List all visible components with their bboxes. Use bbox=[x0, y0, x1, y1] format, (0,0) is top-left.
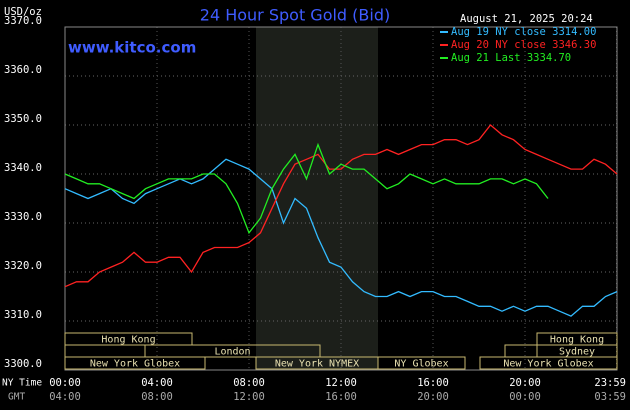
session-box bbox=[479, 356, 618, 370]
y-tick-label: 3330.0 bbox=[4, 211, 42, 223]
x-row-label: NY Time bbox=[2, 378, 42, 389]
session-label: Sydney bbox=[559, 347, 595, 358]
x2-tick-label: 08:00 bbox=[141, 391, 173, 403]
x-tick-label: 00:00 bbox=[49, 377, 81, 389]
x2-tick-label: 00:00 bbox=[509, 391, 541, 403]
session-label: New York Globex bbox=[503, 359, 593, 370]
x2-tick-label: 04:00 bbox=[49, 391, 81, 403]
timestamp: August 21, 2025 20:24 bbox=[460, 13, 593, 25]
website: www.kitco.com bbox=[68, 39, 196, 57]
x-tick-label: 20:00 bbox=[509, 377, 541, 389]
legend-label: Aug 19 NY close 3314.00 bbox=[451, 26, 596, 38]
x-tick-label: 12:00 bbox=[325, 377, 357, 389]
y-tick-label: 3370.0 bbox=[4, 15, 42, 27]
x-tick-label: 16:00 bbox=[417, 377, 449, 389]
session-label: New York NYMEX bbox=[275, 359, 359, 370]
y-tick-label: 3320.0 bbox=[4, 260, 42, 272]
x-tick-label: 23:59 bbox=[594, 377, 626, 389]
x-tick-label: 08:00 bbox=[233, 377, 265, 389]
y-tick-label: 3310.0 bbox=[4, 309, 42, 321]
y-tick-label: 3340.0 bbox=[4, 162, 42, 174]
session-box bbox=[144, 344, 321, 358]
y-tick-label: 3360.0 bbox=[4, 64, 42, 76]
y-tick-label: 3350.0 bbox=[4, 113, 42, 125]
chart-title: 24 Hour Spot Gold (Bid) bbox=[200, 6, 390, 25]
session-box bbox=[377, 356, 466, 370]
session-label: London bbox=[214, 347, 250, 358]
legend-label: Aug 21 Last 3334.70 bbox=[451, 52, 571, 64]
session-label: Hong Kong bbox=[550, 335, 604, 346]
series-line bbox=[64, 158, 618, 317]
x-row-label: GMT bbox=[8, 392, 25, 403]
x2-tick-label: 16:00 bbox=[325, 391, 357, 403]
x2-tick-label: 20:00 bbox=[417, 391, 449, 403]
plot-frame bbox=[64, 26, 618, 371]
nymex-shade bbox=[256, 27, 378, 370]
x2-tick-label: 03:59 bbox=[594, 391, 626, 403]
series-line bbox=[64, 142, 549, 235]
legend-label: Aug 20 NY close 3346.30 bbox=[451, 39, 596, 51]
x-tick-label: 04:00 bbox=[141, 377, 173, 389]
session-label: New York Globex bbox=[90, 359, 180, 370]
y-tick-label: 3300.0 bbox=[4, 358, 42, 370]
session-box bbox=[64, 356, 206, 370]
session-label: Hong Kong bbox=[101, 335, 155, 346]
series-line bbox=[64, 124, 618, 288]
y-axis-label: USD/oz bbox=[4, 6, 42, 18]
x2-tick-label: 12:00 bbox=[233, 391, 265, 403]
session-label: NY Globex bbox=[394, 359, 448, 370]
